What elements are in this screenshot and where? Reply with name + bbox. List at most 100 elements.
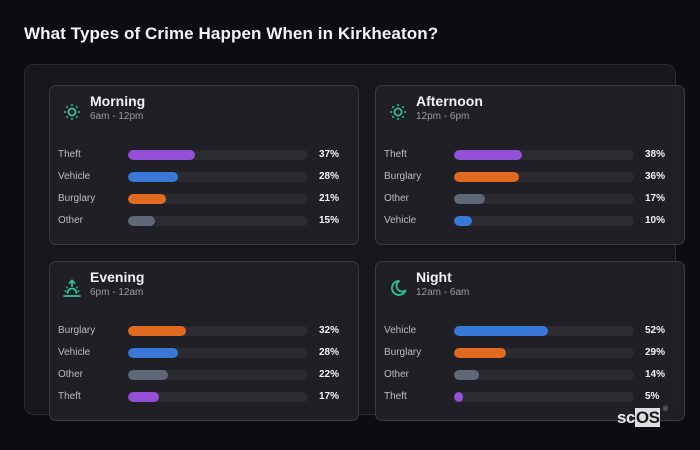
card-title: Night: [416, 269, 452, 285]
bar-track: [454, 172, 634, 182]
sunset-icon: [62, 278, 82, 298]
bar-track: [454, 150, 634, 160]
card-time-range: 12am - 6am: [416, 287, 470, 298]
category-label: Other: [384, 193, 410, 204]
percent-value: 29%: [645, 347, 666, 358]
bar-row: Vehicle 10%: [384, 214, 684, 236]
category-label: Other: [58, 369, 84, 380]
category-label: Theft: [58, 149, 81, 160]
bar-fill: [128, 172, 179, 182]
bar-row: Theft 37%: [58, 148, 358, 170]
percent-value: 38%: [645, 149, 666, 160]
percent-value: 17%: [645, 193, 666, 204]
bar-fill: [454, 370, 480, 380]
bar-row: Other 17%: [384, 192, 684, 214]
scos-logo: scOS ®: [617, 406, 668, 428]
percent-value: 14%: [645, 369, 666, 380]
bar-fill: [128, 370, 168, 380]
bar-track: [128, 370, 308, 380]
card-evening: Evening 6pm - 12am Burglary 32% Vehicle 28%…: [49, 261, 359, 421]
card-time-range: 6pm - 12am: [90, 287, 144, 298]
registered-mark: ®: [662, 406, 668, 413]
percent-value: 28%: [319, 171, 340, 182]
bar-track: [454, 392, 634, 402]
category-label: Vehicle: [384, 215, 417, 226]
percent-value: 22%: [319, 369, 340, 380]
bar-fill: [454, 216, 472, 226]
percent-value: 32%: [319, 325, 340, 336]
category-label: Other: [58, 215, 84, 226]
percent-value: 28%: [319, 347, 340, 358]
bar-track: [454, 194, 634, 204]
bar-list: Theft 37% Vehicle 28% Burglary 21% Other 15%: [58, 148, 358, 236]
percent-value: 5%: [645, 391, 660, 402]
percent-value: 37%: [319, 149, 340, 160]
bar-fill: [128, 326, 186, 336]
bar-fill: [128, 216, 155, 226]
card-time-range: 12pm - 6pm: [416, 111, 470, 122]
card-title: Afternoon: [416, 93, 483, 109]
sun-icon: [62, 102, 82, 122]
bar-row: Vehicle 52%: [384, 324, 684, 346]
bar-list: Burglary 32% Vehicle 28% Other 22% Theft 17%: [58, 324, 358, 412]
category-label: Vehicle: [58, 347, 91, 358]
bar-row: Other 22%: [58, 368, 358, 390]
bar-row: Other 15%: [58, 214, 358, 236]
category-label: Burglary: [384, 171, 422, 182]
percent-value: 52%: [645, 325, 666, 336]
bar-track: [454, 326, 634, 336]
bar-fill: [454, 194, 485, 204]
bar-row: Vehicle 28%: [58, 170, 358, 192]
bar-fill: [454, 326, 548, 336]
bar-fill: [128, 150, 195, 160]
card-time-range: 6am - 12pm: [90, 111, 144, 122]
bar-track: [128, 216, 308, 226]
bar-row: Burglary 21%: [58, 192, 358, 214]
category-label: Theft: [384, 391, 407, 402]
category-label: Vehicle: [58, 171, 91, 182]
bar-row: Theft 5%: [384, 390, 684, 412]
bar-fill: [454, 392, 463, 402]
moon-icon: [388, 278, 408, 298]
sun-icon: [388, 102, 408, 122]
bar-row: Vehicle 28%: [58, 346, 358, 368]
bar-track: [128, 326, 308, 336]
bar-track: [128, 194, 308, 204]
category-label: Vehicle: [384, 325, 417, 336]
bar-row: Burglary 36%: [384, 170, 684, 192]
bar-row: Theft 38%: [384, 148, 684, 170]
card-morning: Morning 6am - 12pm Theft 37% Vehicle 28% Bur…: [49, 85, 359, 245]
logo-prefix: sc: [617, 408, 635, 427]
bar-fill: [128, 392, 159, 402]
category-label: Burglary: [58, 325, 96, 336]
card-title: Evening: [90, 269, 145, 285]
category-label: Burglary: [58, 193, 96, 204]
bar-row: Burglary 29%: [384, 346, 684, 368]
bar-fill: [454, 150, 523, 160]
category-label: Other: [384, 369, 410, 380]
category-label: Theft: [384, 149, 407, 160]
bar-fill: [454, 348, 507, 358]
percent-value: 10%: [645, 215, 666, 226]
page-title: What Types of Crime Happen When in Kirkh…: [24, 24, 439, 43]
percent-value: 21%: [319, 193, 340, 204]
bar-track: [128, 348, 308, 358]
card-afternoon: Afternoon 12pm - 6pm Theft 38% Burglary 36%…: [375, 85, 685, 245]
bar-track: [454, 370, 634, 380]
bar-track: [454, 348, 634, 358]
bar-row: Burglary 32%: [58, 324, 358, 346]
percent-value: 15%: [319, 215, 340, 226]
bar-track: [454, 216, 634, 226]
bar-track: [128, 172, 308, 182]
category-label: Theft: [58, 391, 81, 402]
bar-list: Vehicle 52% Burglary 29% Other 14% Theft 5%: [384, 324, 684, 412]
card-night: Night 12am - 6am Vehicle 52% Burglary 29% Ot…: [375, 261, 685, 421]
bar-track: [128, 150, 308, 160]
bar-track: [128, 392, 308, 402]
percent-value: 17%: [319, 391, 340, 402]
bar-fill: [454, 172, 519, 182]
bar-row: Other 14%: [384, 368, 684, 390]
bar-list: Theft 38% Burglary 36% Other 17% Vehicle 10%: [384, 148, 684, 236]
category-label: Burglary: [384, 347, 422, 358]
percent-value: 36%: [645, 171, 666, 182]
